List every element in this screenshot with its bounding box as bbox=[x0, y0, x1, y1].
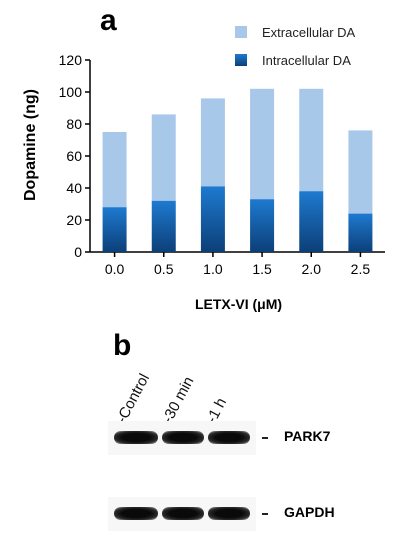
band-gapdh-30min bbox=[162, 507, 204, 520]
panel-letter-a: a bbox=[100, 4, 117, 37]
bar-extracellular bbox=[299, 88, 324, 192]
bar-extracellular bbox=[250, 88, 275, 200]
x-axis-label: LETX-VI (μM) bbox=[194, 296, 283, 312]
blot-strip-park7 bbox=[108, 421, 256, 455]
bar-extracellular bbox=[348, 130, 373, 214]
marker-dash-park7 bbox=[262, 437, 268, 439]
x-tick-label: 1.0 bbox=[203, 261, 223, 277]
band-park7-30min bbox=[162, 431, 204, 444]
x-tick-label: 0.5 bbox=[154, 261, 174, 277]
y-tick-label: 60 bbox=[66, 148, 82, 164]
panel-letter-b: b bbox=[113, 329, 132, 362]
blot-strip-gapdh bbox=[108, 497, 256, 531]
y-tick-label: 120 bbox=[59, 52, 83, 68]
legend-label: Intracellular DA bbox=[262, 53, 351, 68]
legend-label: Extracellular DA bbox=[262, 25, 356, 40]
bar-intracellular bbox=[200, 186, 225, 252]
bar-intracellular bbox=[102, 207, 127, 252]
y-axis-label: Dopamine (ng) bbox=[22, 89, 39, 201]
lane-label-control: -Control bbox=[112, 370, 154, 426]
x-tick-label: 2.0 bbox=[302, 261, 322, 277]
bar-intracellular bbox=[151, 200, 176, 252]
x-tick-label: 0.0 bbox=[105, 261, 125, 277]
bar-intracellular bbox=[348, 213, 373, 252]
legend-swatch bbox=[235, 54, 247, 66]
x-tick-label: 1.5 bbox=[252, 261, 272, 277]
y-tick-label: 40 bbox=[66, 180, 82, 196]
bars bbox=[102, 88, 373, 252]
legend: Extracellular DA Intracellular DA bbox=[235, 25, 356, 68]
bar-intracellular bbox=[299, 191, 324, 252]
bar-extracellular bbox=[151, 114, 176, 201]
lane-label-30min: -30 min bbox=[158, 373, 198, 426]
stacked-bar-chart: 0 20 40 60 80 100 120 0.0 0.5 1.0 1.5 2.0 2.5 Extrac… bbox=[59, 25, 385, 277]
protein-label-park7: PARK7 bbox=[284, 428, 331, 444]
x-tick-label: 2.5 bbox=[351, 261, 371, 277]
bar-extracellular bbox=[200, 98, 225, 187]
band-park7-control bbox=[114, 431, 158, 444]
protein-label-gapdh: GAPDH bbox=[284, 504, 335, 520]
y-tick-label: 20 bbox=[66, 212, 82, 228]
bar-extracellular bbox=[102, 132, 127, 208]
band-park7-1h bbox=[208, 431, 250, 444]
y-tick-label: 100 bbox=[59, 84, 83, 100]
y-tick-label: 80 bbox=[66, 116, 82, 132]
y-tick-label: 0 bbox=[74, 244, 82, 260]
axes: 0 20 40 60 80 100 120 0.0 0.5 1.0 1.5 2.0 2.5 bbox=[59, 52, 385, 277]
marker-dash-gapdh bbox=[262, 513, 268, 515]
band-gapdh-control bbox=[114, 507, 158, 520]
band-gapdh-1h bbox=[208, 507, 250, 520]
bar-intracellular bbox=[250, 199, 275, 252]
legend-swatch bbox=[235, 26, 247, 38]
